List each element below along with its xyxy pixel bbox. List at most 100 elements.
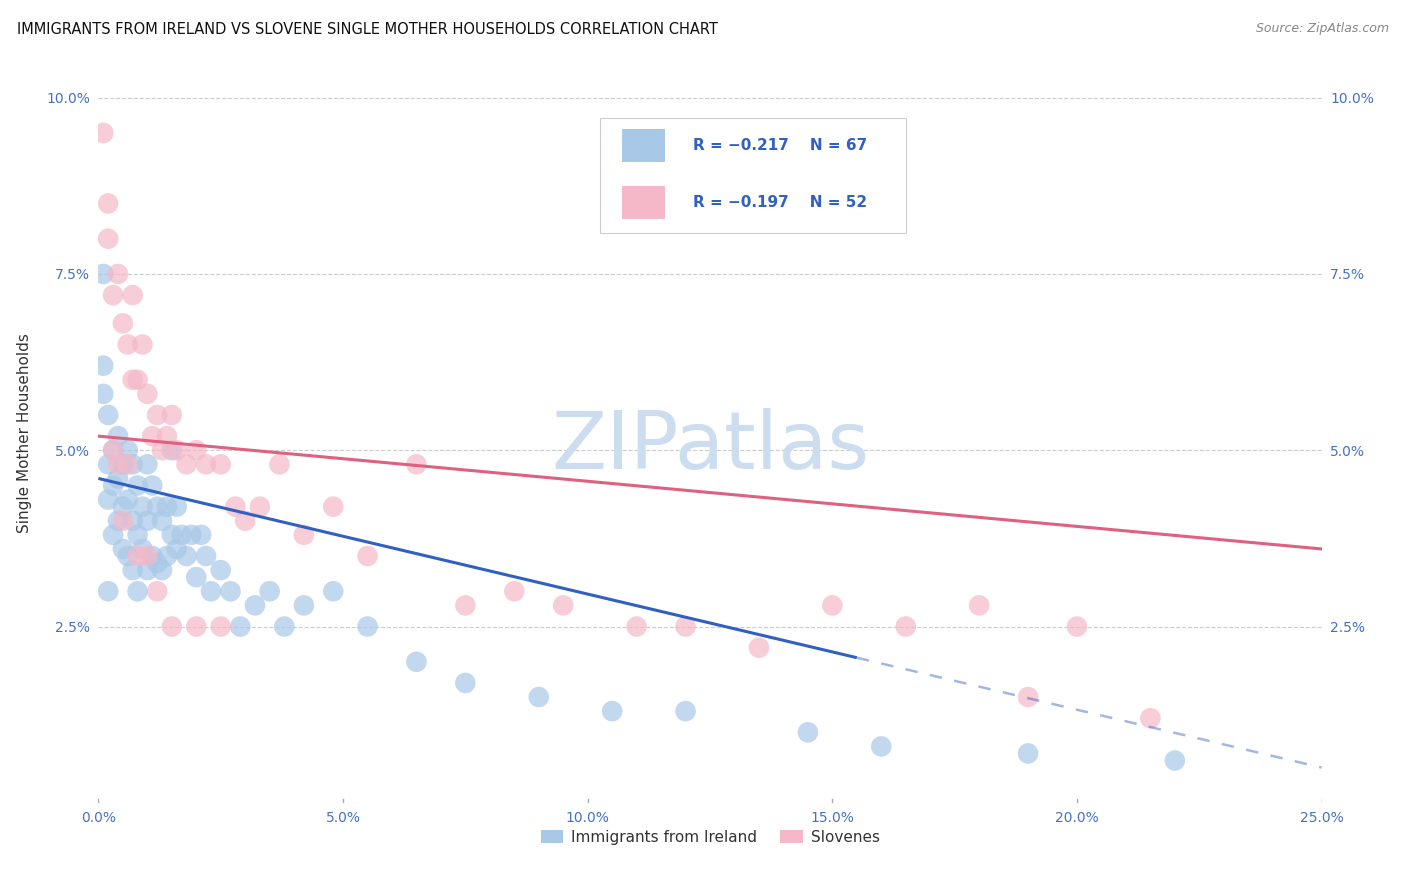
Point xyxy=(146,408,169,422)
Point xyxy=(117,492,139,507)
Point xyxy=(160,443,183,458)
Point xyxy=(356,619,378,633)
Point xyxy=(967,599,990,613)
Text: IMMIGRANTS FROM IRELAND VS SLOVENE SINGLE MOTHER HOUSEHOLDS CORRELATION CHART: IMMIGRANTS FROM IRELAND VS SLOVENE SINGL… xyxy=(17,22,717,37)
Point xyxy=(156,500,179,514)
Point xyxy=(1139,711,1161,725)
Point xyxy=(180,528,202,542)
Text: R = −0.217    N = 67: R = −0.217 N = 67 xyxy=(693,138,868,153)
Point xyxy=(190,528,212,542)
Point xyxy=(797,725,820,739)
Point xyxy=(186,570,208,584)
Point xyxy=(136,563,159,577)
Text: Source: ZipAtlas.com: Source: ZipAtlas.com xyxy=(1256,22,1389,36)
Point xyxy=(127,478,149,492)
Point xyxy=(136,514,159,528)
Point xyxy=(101,528,124,542)
Point xyxy=(146,556,169,570)
Point xyxy=(150,514,173,528)
Point xyxy=(150,443,173,458)
Bar xyxy=(621,186,665,219)
Point xyxy=(292,528,315,542)
FancyBboxPatch shape xyxy=(600,118,905,233)
Point xyxy=(121,563,143,577)
Point xyxy=(233,514,256,528)
Point xyxy=(503,584,526,599)
Point xyxy=(1066,619,1088,633)
Point xyxy=(292,599,315,613)
Point xyxy=(454,599,477,613)
Point xyxy=(219,584,242,599)
Point xyxy=(136,458,159,472)
Point xyxy=(131,500,153,514)
Point xyxy=(626,619,648,633)
Point xyxy=(821,599,844,613)
Point xyxy=(91,359,114,373)
Point xyxy=(101,443,124,458)
Point xyxy=(249,500,271,514)
Point xyxy=(322,584,344,599)
Point xyxy=(675,619,697,633)
Point xyxy=(117,458,139,472)
Point xyxy=(273,619,295,633)
Point xyxy=(107,458,129,472)
Point xyxy=(1164,754,1187,768)
Point xyxy=(195,549,218,563)
Point xyxy=(121,458,143,472)
Point xyxy=(200,584,222,599)
Point xyxy=(141,549,163,563)
Point xyxy=(91,126,114,140)
Point xyxy=(870,739,893,754)
Point xyxy=(97,408,120,422)
Point xyxy=(101,443,124,458)
Point xyxy=(176,549,198,563)
Point xyxy=(111,514,134,528)
Point xyxy=(150,563,173,577)
Point xyxy=(527,690,550,704)
Point xyxy=(97,492,120,507)
Point xyxy=(131,541,153,556)
Point xyxy=(259,584,281,599)
Point xyxy=(269,458,291,472)
Point xyxy=(894,619,917,633)
Point xyxy=(136,387,159,401)
Point xyxy=(117,549,139,563)
Point xyxy=(156,429,179,443)
Text: R = −0.197    N = 52: R = −0.197 N = 52 xyxy=(693,195,868,211)
Point xyxy=(356,549,378,563)
Point xyxy=(454,676,477,690)
Point xyxy=(209,458,232,472)
Point xyxy=(405,655,427,669)
Point xyxy=(91,387,114,401)
Point xyxy=(121,373,143,387)
Point xyxy=(166,500,188,514)
Y-axis label: Single Mother Households: Single Mother Households xyxy=(17,333,32,533)
Point xyxy=(121,514,143,528)
Point xyxy=(1017,690,1039,704)
Point xyxy=(160,619,183,633)
Point xyxy=(224,500,246,514)
Point xyxy=(160,528,183,542)
Point xyxy=(209,563,232,577)
Point xyxy=(176,458,198,472)
Point xyxy=(127,549,149,563)
Point xyxy=(1017,747,1039,761)
Point xyxy=(675,704,697,718)
Point xyxy=(117,443,139,458)
Point xyxy=(111,458,134,472)
Point xyxy=(186,619,208,633)
Point xyxy=(209,619,232,633)
Point xyxy=(117,337,139,351)
Point xyxy=(97,232,120,246)
Text: ZIPatlas: ZIPatlas xyxy=(551,409,869,486)
Point xyxy=(156,549,179,563)
Point xyxy=(131,337,153,351)
Point xyxy=(136,549,159,563)
Point xyxy=(101,478,124,492)
Point xyxy=(166,541,188,556)
Point xyxy=(146,500,169,514)
Point xyxy=(101,288,124,302)
Point xyxy=(97,584,120,599)
Point xyxy=(748,640,770,655)
Point xyxy=(127,373,149,387)
